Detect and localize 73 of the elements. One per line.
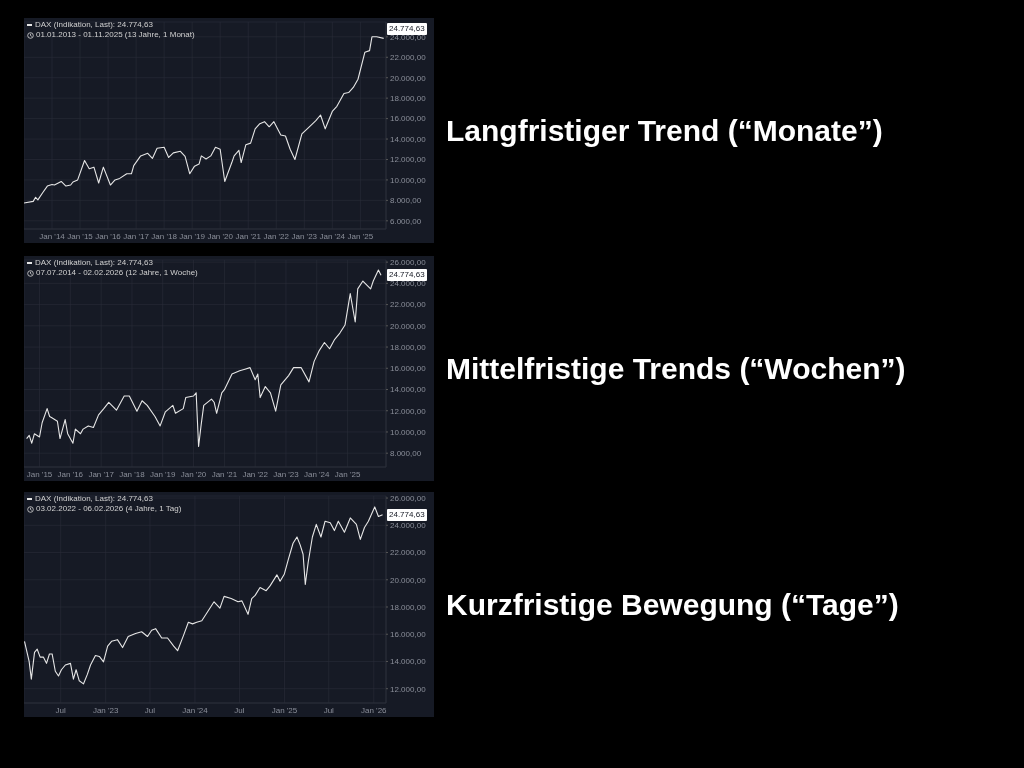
x-tick-label: Jan '23 [291,231,318,241]
x-tick-label: Jan '22 [242,469,269,479]
y-tick-label: 24.000,00 [390,279,427,289]
x-tick-label: Jul [234,705,245,715]
x-tick-label: Jan '15 [67,231,94,241]
x-tick-label: Jan '25 [334,469,361,479]
y-tick-label: 14.000,00 [390,134,427,144]
x-tick-label: Jul [144,705,156,715]
x-tick-label: Jul [55,705,67,715]
annotation: 24.774,63 [387,508,427,521]
y-tick-label: 26.000,00 [390,257,427,267]
x-tick-label: Jan '21 [235,231,262,241]
x-tick-label: Jan '24 [303,469,331,479]
x-tick-label: Jan '16 [57,469,84,479]
y-tick-label: 8.000,00 [390,449,422,459]
x-tick-label: Jan '15 [26,469,53,479]
line-series [24,506,384,685]
text: Mittelfristige Trends (“Wochen”) [446,350,907,387]
x-tick-label: Jan '18 [151,231,178,241]
x-tick-label: Jul [323,705,335,715]
y-tick-label: 22.000,00 [390,548,427,558]
legend-label: DAX (Indikation, Last): 24.774,63 [35,20,153,30]
y-tick-label: 14.000,00 [390,657,427,667]
x-tick-label: Jan '21 [211,469,238,479]
x-tick-label: Jan '19 [149,469,177,479]
y-tick-label: 22.000,00 [390,300,427,310]
text: 01.01.2013 - 01.11.2025 (13 Jahre, 1 Monat) [36,30,195,40]
line-series [26,269,382,447]
x-tick-label: Jan '19 [179,231,206,241]
x-tick-label: Jan '26 [361,705,388,715]
text: Langfristiger Trend (“Monate”) [446,112,884,149]
x-tick-label: Jan '20 [180,469,207,479]
x-tick-label: Jan '25 [347,231,374,241]
x-tick-label: Jan '18 [119,469,146,479]
annotation: 24.774,63 [387,269,427,282]
y-tick-label: 8.000,00 [390,196,422,206]
x-tick-label: Jan '17 [123,231,150,241]
y-tick-label: 26.000,00 [390,493,427,503]
text: Kurzfristige Bewegung (“Tage”) [446,586,900,623]
y-tick-label: 20.000,00 [390,73,427,83]
text: 07.07.2014 - 02.02.2026 (12 Jahre, 1 Woche) [36,268,198,278]
x-tick-label: Jan '25 [271,705,298,715]
x-tick-label: Jan '17 [88,469,115,479]
y-tick-label: 16.000,00 [390,114,427,124]
legend-label: DAX (Indikation, Last): 24.774,63 [35,258,153,268]
x-tick-label: Jan '23 [273,469,300,479]
x-tick-label: Jan '23 [92,705,120,715]
y-tick-label: 20.000,00 [390,575,427,585]
x-tick-label: Jan '20 [207,231,234,241]
text: 03.02.2022 - 06.02.2026 (4 Jahre, 1 Tag) [36,504,182,514]
legend-label: DAX (Indikation, Last): 24.774,63 [35,494,153,504]
y-tick-label: 22.000,00 [390,53,427,63]
y-tick-label: 24.000,00 [390,32,427,42]
y-tick-label: 12.000,00 [390,406,427,416]
y-tick-label: 12.000,00 [390,155,427,165]
y-tick-label: 20.000,00 [390,321,427,331]
y-tick-label: 6.000,00 [390,216,422,226]
y-tick-label: 16.000,00 [390,630,427,640]
x-tick-label: Jan '24 [319,231,346,241]
y-tick-label: 12.000,00 [390,684,427,694]
y-tick-label: 18.000,00 [390,94,427,103]
y-tick-label: 18.000,00 [390,602,427,612]
y-tick-label: 10.000,00 [390,427,427,437]
y-tick-label: 24.000,00 [390,521,427,531]
x-tick-label: Jan '14 [39,231,66,241]
y-tick-label: 10.000,00 [390,175,427,185]
x-tick-label: Jan '24 [182,705,209,715]
annotation: 24.774,63 [387,22,427,35]
x-tick-label: Jan '16 [95,231,122,241]
y-tick-label: 18.000,00 [390,342,427,352]
y-tick-label: 16.000,00 [390,364,427,374]
y-tick-label: 14.000,00 [390,385,427,395]
x-tick-label: Jan '22 [263,231,290,241]
